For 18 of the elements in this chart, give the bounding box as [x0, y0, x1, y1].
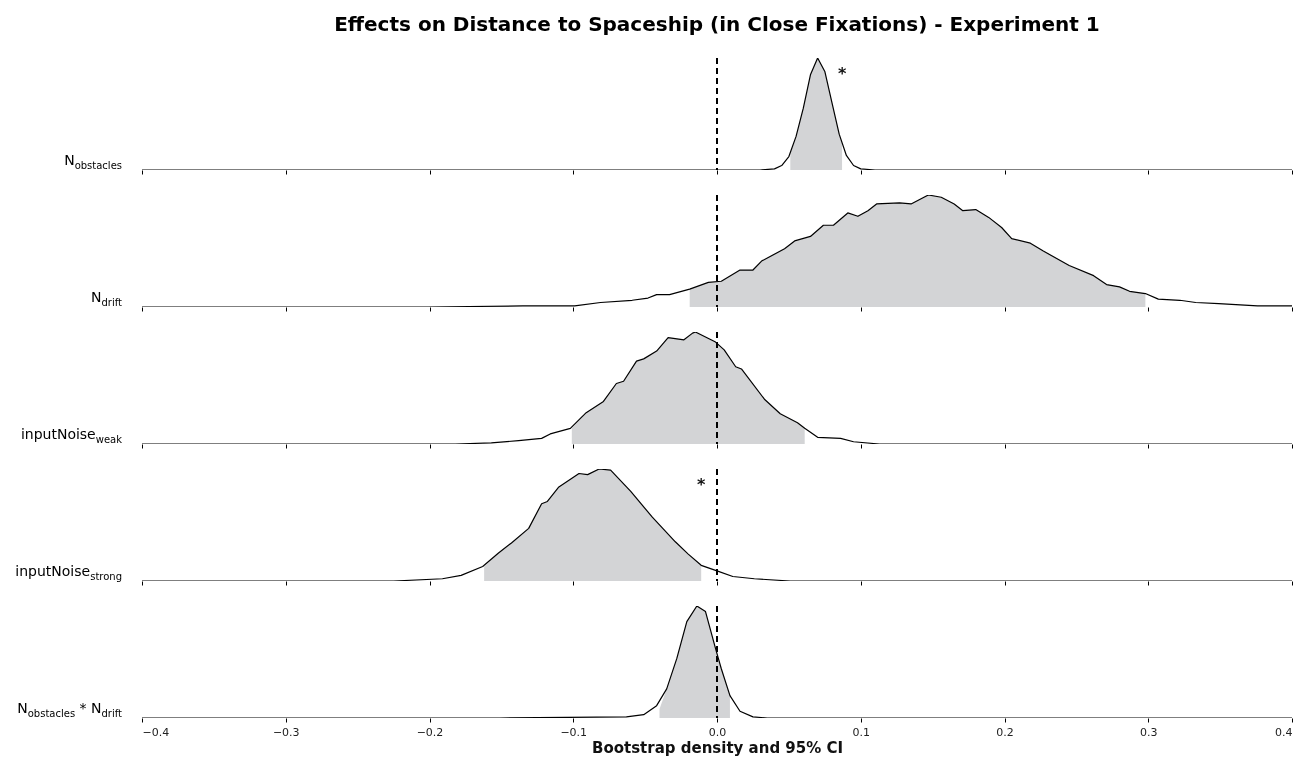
y-axis-title: N$_{obstacles}$ * N$_{drift}$: [16, 699, 122, 721]
x-tick-label: −0.1: [560, 725, 588, 739]
annotation: *: [837, 64, 847, 83]
x-tick-label: −0.4: [142, 725, 170, 739]
x-tick-label: −0.2: [416, 725, 444, 739]
annotation: *: [697, 475, 706, 494]
chart-title: Effects on Distance to Spaceship (in Close Fixations) - Experiment 1: [333, 11, 1101, 38]
x-tick-label: 0.4: [1275, 725, 1293, 739]
y-axis-title: N$_{drift}$: [90, 288, 122, 310]
x-tick-label: 0.1: [852, 725, 870, 739]
y-axis-title: N$_{obstacles}$: [63, 151, 122, 173]
y-axis-title: inputNoise$_{weak}$: [19, 425, 122, 447]
x-tick-label: 0.0: [708, 725, 727, 739]
x-tick-label: 0.3: [1140, 725, 1158, 739]
y-axis-title: inputNoise$_{strong}$: [14, 562, 122, 584]
x-tick-label: −0.3: [272, 725, 300, 739]
x-tick-label: 0.2: [996, 725, 1014, 739]
x-axis-title: Bootstrap density and 95% CI: [591, 738, 844, 757]
